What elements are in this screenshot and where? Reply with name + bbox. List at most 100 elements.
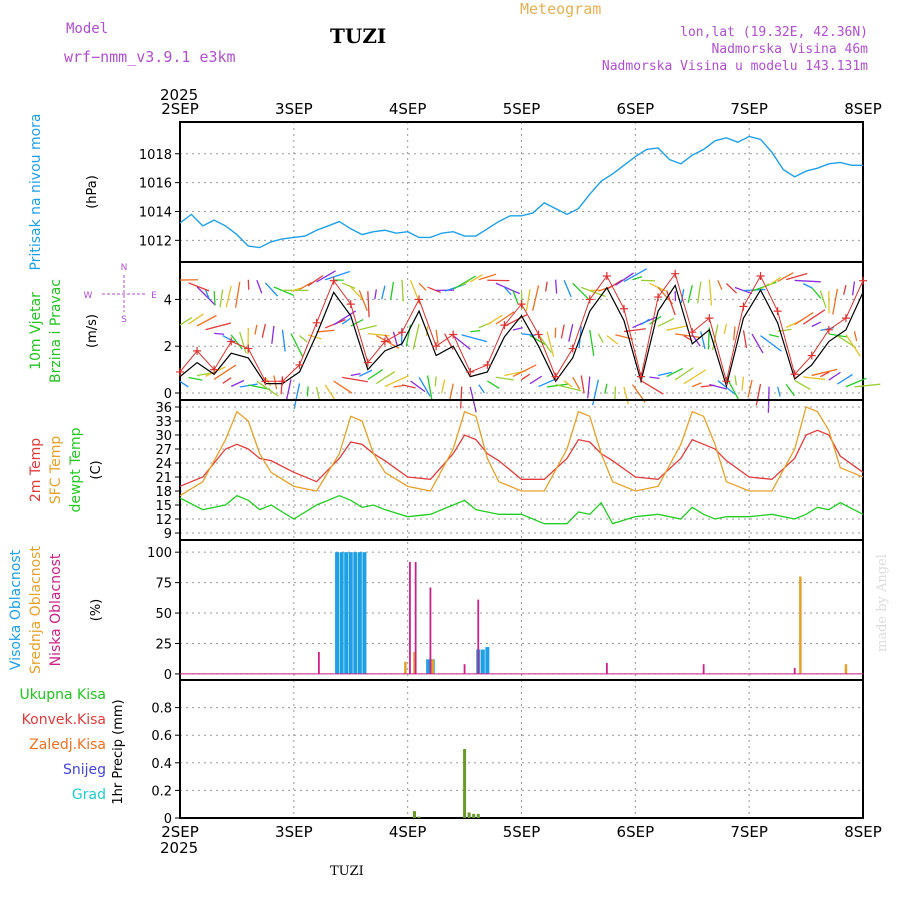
wind-arrow bbox=[205, 366, 226, 377]
bottom-day-label: 3SEP bbox=[275, 823, 313, 841]
wind-arrow bbox=[222, 377, 232, 384]
precip-legend-3: Snijeg bbox=[63, 762, 106, 778]
top-day-label: 5SEP bbox=[503, 100, 541, 118]
precip-bar bbox=[417, 816, 421, 818]
y-tick-label: 18 bbox=[155, 485, 172, 500]
wind-arrow bbox=[828, 371, 841, 381]
wind-arrow bbox=[196, 314, 217, 327]
wind-ylabel: (m/s) bbox=[85, 314, 100, 348]
wind-arrow bbox=[785, 384, 796, 397]
wind-arrow bbox=[487, 380, 500, 389]
wind-arrow bbox=[742, 330, 748, 349]
wind-title-2: Brzina i Pravac bbox=[48, 279, 64, 383]
wind-arrow bbox=[632, 276, 643, 281]
wind-gust-marker bbox=[517, 300, 526, 309]
precip-legend-4: Grad bbox=[72, 787, 106, 803]
wind-arrow bbox=[512, 327, 523, 331]
wind-gust-marker bbox=[415, 295, 424, 304]
wind-gust-marker bbox=[534, 330, 543, 339]
cloud-bar bbox=[426, 659, 431, 674]
top-year: 2025 bbox=[160, 86, 198, 104]
wind-arrow bbox=[760, 335, 782, 352]
y-tick-label: 1018 bbox=[139, 148, 172, 163]
wind-gust-marker bbox=[363, 358, 372, 367]
wind-arrow bbox=[205, 289, 210, 300]
pressure-panel: 1012 1014 1016 1018 bbox=[139, 121, 864, 263]
wind-arrow bbox=[254, 324, 258, 335]
wind-arrow bbox=[299, 335, 308, 343]
y-tick-label: 0 bbox=[164, 668, 172, 683]
y-tick-label: 33 bbox=[155, 415, 172, 430]
compass-e: E bbox=[151, 291, 157, 301]
wind-arrow bbox=[529, 335, 546, 346]
wind-arrow bbox=[239, 331, 247, 354]
wind-arrow bbox=[324, 270, 351, 281]
precip-legend-1: Konvek.Kisa bbox=[22, 712, 106, 728]
wind-arrow bbox=[803, 376, 826, 381]
wind-gust-marker bbox=[790, 370, 799, 379]
wind-arrow bbox=[230, 379, 245, 387]
meteogram-title: Meteogram bbox=[520, 0, 601, 18]
wind-arrow bbox=[755, 383, 762, 406]
y-tick-label: 75 bbox=[155, 577, 172, 592]
wind-arrow bbox=[316, 329, 335, 333]
y-tick-label: 27 bbox=[155, 443, 172, 458]
top-day-label: 8SEP bbox=[844, 100, 882, 118]
wind-arrow bbox=[597, 333, 604, 343]
wind-arrow bbox=[819, 290, 827, 308]
wind-arrow bbox=[606, 279, 623, 290]
wind-arrow bbox=[734, 375, 738, 386]
wind-arrow bbox=[615, 334, 634, 340]
y-tick-label: 1016 bbox=[139, 177, 172, 192]
cloud-bar bbox=[799, 576, 802, 674]
wind-arrow bbox=[712, 324, 719, 351]
wind-arrow bbox=[293, 383, 301, 410]
wind-arrow bbox=[532, 285, 540, 311]
cloud-bar bbox=[431, 659, 434, 674]
wind-gust-marker bbox=[722, 377, 731, 386]
y-tick-label: 15 bbox=[155, 499, 172, 514]
top-day-label: 2SEP bbox=[161, 100, 199, 118]
wind-arrow bbox=[512, 364, 537, 378]
cloud-bar bbox=[357, 552, 362, 674]
wind-arrow bbox=[587, 376, 591, 399]
temp-line-1 bbox=[179, 406, 864, 497]
altitude: Nadmorska Visina 46m bbox=[711, 42, 868, 57]
wind-arrow bbox=[410, 380, 426, 393]
wind-arrow bbox=[273, 286, 295, 297]
wind-arrow bbox=[709, 383, 727, 390]
wind-gust-marker bbox=[244, 344, 253, 353]
wind-arrow bbox=[811, 287, 822, 299]
wind-gust-marker bbox=[824, 325, 833, 334]
wind-arrow bbox=[555, 384, 582, 392]
wind-arrow bbox=[452, 335, 471, 350]
wind-arrow bbox=[478, 273, 497, 281]
wind-arrow bbox=[853, 331, 858, 342]
wind-arrow bbox=[521, 333, 536, 337]
wind-arrow bbox=[811, 321, 822, 328]
precip-bar bbox=[472, 813, 476, 818]
wind-arrow bbox=[384, 375, 409, 388]
wind-arrow bbox=[401, 279, 404, 302]
wind-arrow bbox=[390, 281, 395, 300]
wind-arrow bbox=[640, 380, 664, 395]
wind-arrow bbox=[367, 291, 370, 318]
wind-gust-marker bbox=[859, 276, 867, 285]
wind-arrow bbox=[273, 375, 278, 390]
compass-n: N bbox=[121, 263, 128, 273]
wind-gust-marker bbox=[807, 351, 816, 360]
wind-arrow bbox=[649, 376, 660, 380]
bottom-day-label: 4SEP bbox=[389, 823, 427, 841]
wind-arrow bbox=[359, 324, 377, 331]
wind-arrow bbox=[525, 289, 531, 312]
wind-arrow bbox=[179, 380, 189, 388]
y-tick-label: 12 bbox=[155, 513, 172, 528]
wind-arrow bbox=[555, 279, 558, 294]
wind-arrow bbox=[452, 275, 476, 290]
wind-gust-marker bbox=[619, 304, 628, 313]
wind-arrow bbox=[435, 329, 439, 344]
compass-w: W bbox=[84, 291, 93, 301]
pressure-frame bbox=[179, 121, 864, 263]
wind-panel: 0 2 4 bbox=[164, 261, 881, 413]
